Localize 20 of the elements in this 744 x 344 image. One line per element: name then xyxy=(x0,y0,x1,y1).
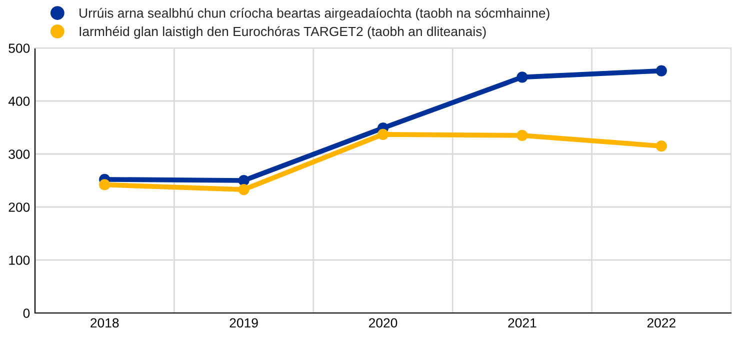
legend-label: Iarmhéid glan laistigh den Eurochóras TARGET2 (taobh an dliteanais) xyxy=(80,26,486,39)
y-tick-label: 100 xyxy=(9,256,30,265)
point xyxy=(377,128,389,140)
y-tick-label: 0 xyxy=(23,308,30,318)
point xyxy=(99,179,110,190)
legend-label: Urrúis arna sealbhú chun críocha beartas airgeadaíochta (taobh na sócmhainne) xyxy=(80,8,550,20)
x-tick-label: 2020 xyxy=(368,318,398,328)
point xyxy=(656,140,667,152)
y-tick-label: 200 xyxy=(8,202,30,212)
point xyxy=(516,72,528,83)
y-tick-label: 500 xyxy=(8,44,30,53)
point xyxy=(238,184,250,196)
point xyxy=(516,130,528,142)
x-tick-label: 2018 xyxy=(90,318,119,328)
x-tick-label: 2021 xyxy=(508,318,536,328)
x-tick-label: 2022 xyxy=(647,318,676,328)
point xyxy=(656,65,667,76)
y-tick-label: 400 xyxy=(8,96,30,106)
x-tick-label: 2019 xyxy=(230,318,258,328)
y-tick-label: 300 xyxy=(8,150,30,159)
